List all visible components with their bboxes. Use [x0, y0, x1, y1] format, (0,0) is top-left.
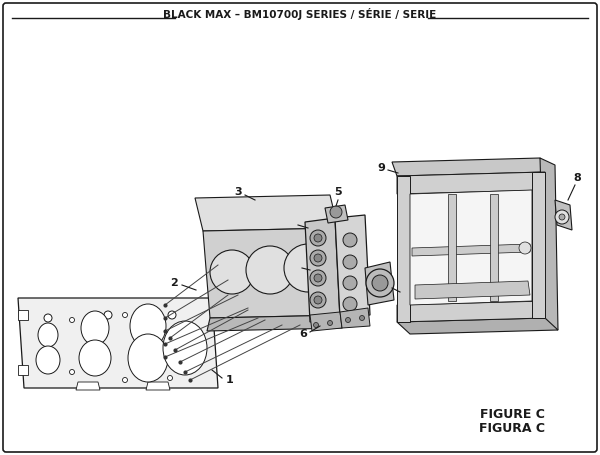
Circle shape: [519, 242, 531, 254]
Circle shape: [210, 250, 254, 294]
Text: 9: 9: [377, 163, 385, 173]
Ellipse shape: [130, 304, 166, 348]
Polygon shape: [412, 244, 530, 256]
Circle shape: [70, 318, 74, 323]
Text: 5: 5: [287, 219, 295, 229]
Polygon shape: [203, 228, 345, 318]
Polygon shape: [207, 315, 345, 331]
Polygon shape: [397, 318, 558, 334]
Polygon shape: [335, 215, 370, 318]
Text: 2: 2: [170, 278, 178, 288]
Polygon shape: [18, 298, 218, 388]
Polygon shape: [448, 194, 456, 301]
Circle shape: [343, 297, 357, 311]
Circle shape: [44, 314, 52, 322]
Ellipse shape: [81, 311, 109, 345]
Circle shape: [343, 233, 357, 247]
Circle shape: [246, 246, 294, 294]
Circle shape: [343, 276, 357, 290]
Circle shape: [328, 320, 332, 325]
Polygon shape: [18, 310, 28, 320]
Circle shape: [310, 250, 326, 266]
Circle shape: [366, 269, 394, 297]
Text: FIGURA C: FIGURA C: [479, 421, 545, 435]
Ellipse shape: [38, 323, 58, 347]
Polygon shape: [305, 218, 340, 322]
Text: 5: 5: [334, 187, 342, 197]
Polygon shape: [338, 225, 360, 318]
Circle shape: [168, 311, 176, 319]
Text: 8: 8: [573, 173, 581, 183]
Polygon shape: [397, 176, 410, 322]
Text: BLACK MAX – BM10700J SERIES / SÉRIE / SERIE: BLACK MAX – BM10700J SERIES / SÉRIE / SE…: [163, 8, 437, 20]
Ellipse shape: [163, 321, 207, 375]
Circle shape: [343, 255, 357, 269]
Polygon shape: [325, 205, 348, 223]
Polygon shape: [555, 200, 572, 230]
Polygon shape: [490, 194, 498, 301]
Polygon shape: [397, 172, 545, 194]
Polygon shape: [195, 195, 338, 231]
Circle shape: [284, 244, 332, 292]
Circle shape: [314, 254, 322, 262]
Text: 6: 6: [299, 329, 307, 339]
Circle shape: [104, 311, 112, 319]
Polygon shape: [397, 301, 545, 322]
Circle shape: [70, 369, 74, 374]
Circle shape: [372, 275, 388, 291]
Text: 7: 7: [403, 287, 411, 297]
Polygon shape: [532, 172, 545, 318]
Polygon shape: [392, 158, 545, 176]
Polygon shape: [415, 281, 530, 299]
Ellipse shape: [36, 346, 60, 374]
Circle shape: [314, 323, 319, 328]
Polygon shape: [76, 382, 100, 390]
Polygon shape: [365, 262, 394, 305]
Polygon shape: [410, 190, 532, 305]
Text: FIGURE C: FIGURE C: [480, 409, 545, 421]
Circle shape: [122, 378, 128, 383]
Circle shape: [314, 234, 322, 242]
Ellipse shape: [79, 340, 111, 376]
Circle shape: [330, 206, 342, 218]
Circle shape: [310, 270, 326, 286]
Text: 4: 4: [291, 262, 299, 272]
Circle shape: [122, 313, 128, 318]
Ellipse shape: [128, 334, 168, 382]
Circle shape: [340, 264, 356, 280]
Text: 3: 3: [235, 187, 242, 197]
Circle shape: [346, 318, 350, 323]
Circle shape: [314, 274, 322, 282]
Polygon shape: [18, 365, 28, 375]
Circle shape: [310, 292, 326, 308]
Circle shape: [314, 296, 322, 304]
Polygon shape: [146, 382, 170, 390]
Polygon shape: [540, 158, 558, 330]
Circle shape: [310, 230, 326, 246]
Circle shape: [559, 214, 565, 220]
Circle shape: [555, 210, 569, 224]
Polygon shape: [310, 312, 342, 331]
Circle shape: [167, 375, 173, 380]
FancyBboxPatch shape: [3, 3, 597, 452]
Polygon shape: [340, 308, 370, 328]
Circle shape: [359, 315, 365, 320]
Text: 1: 1: [226, 375, 234, 385]
